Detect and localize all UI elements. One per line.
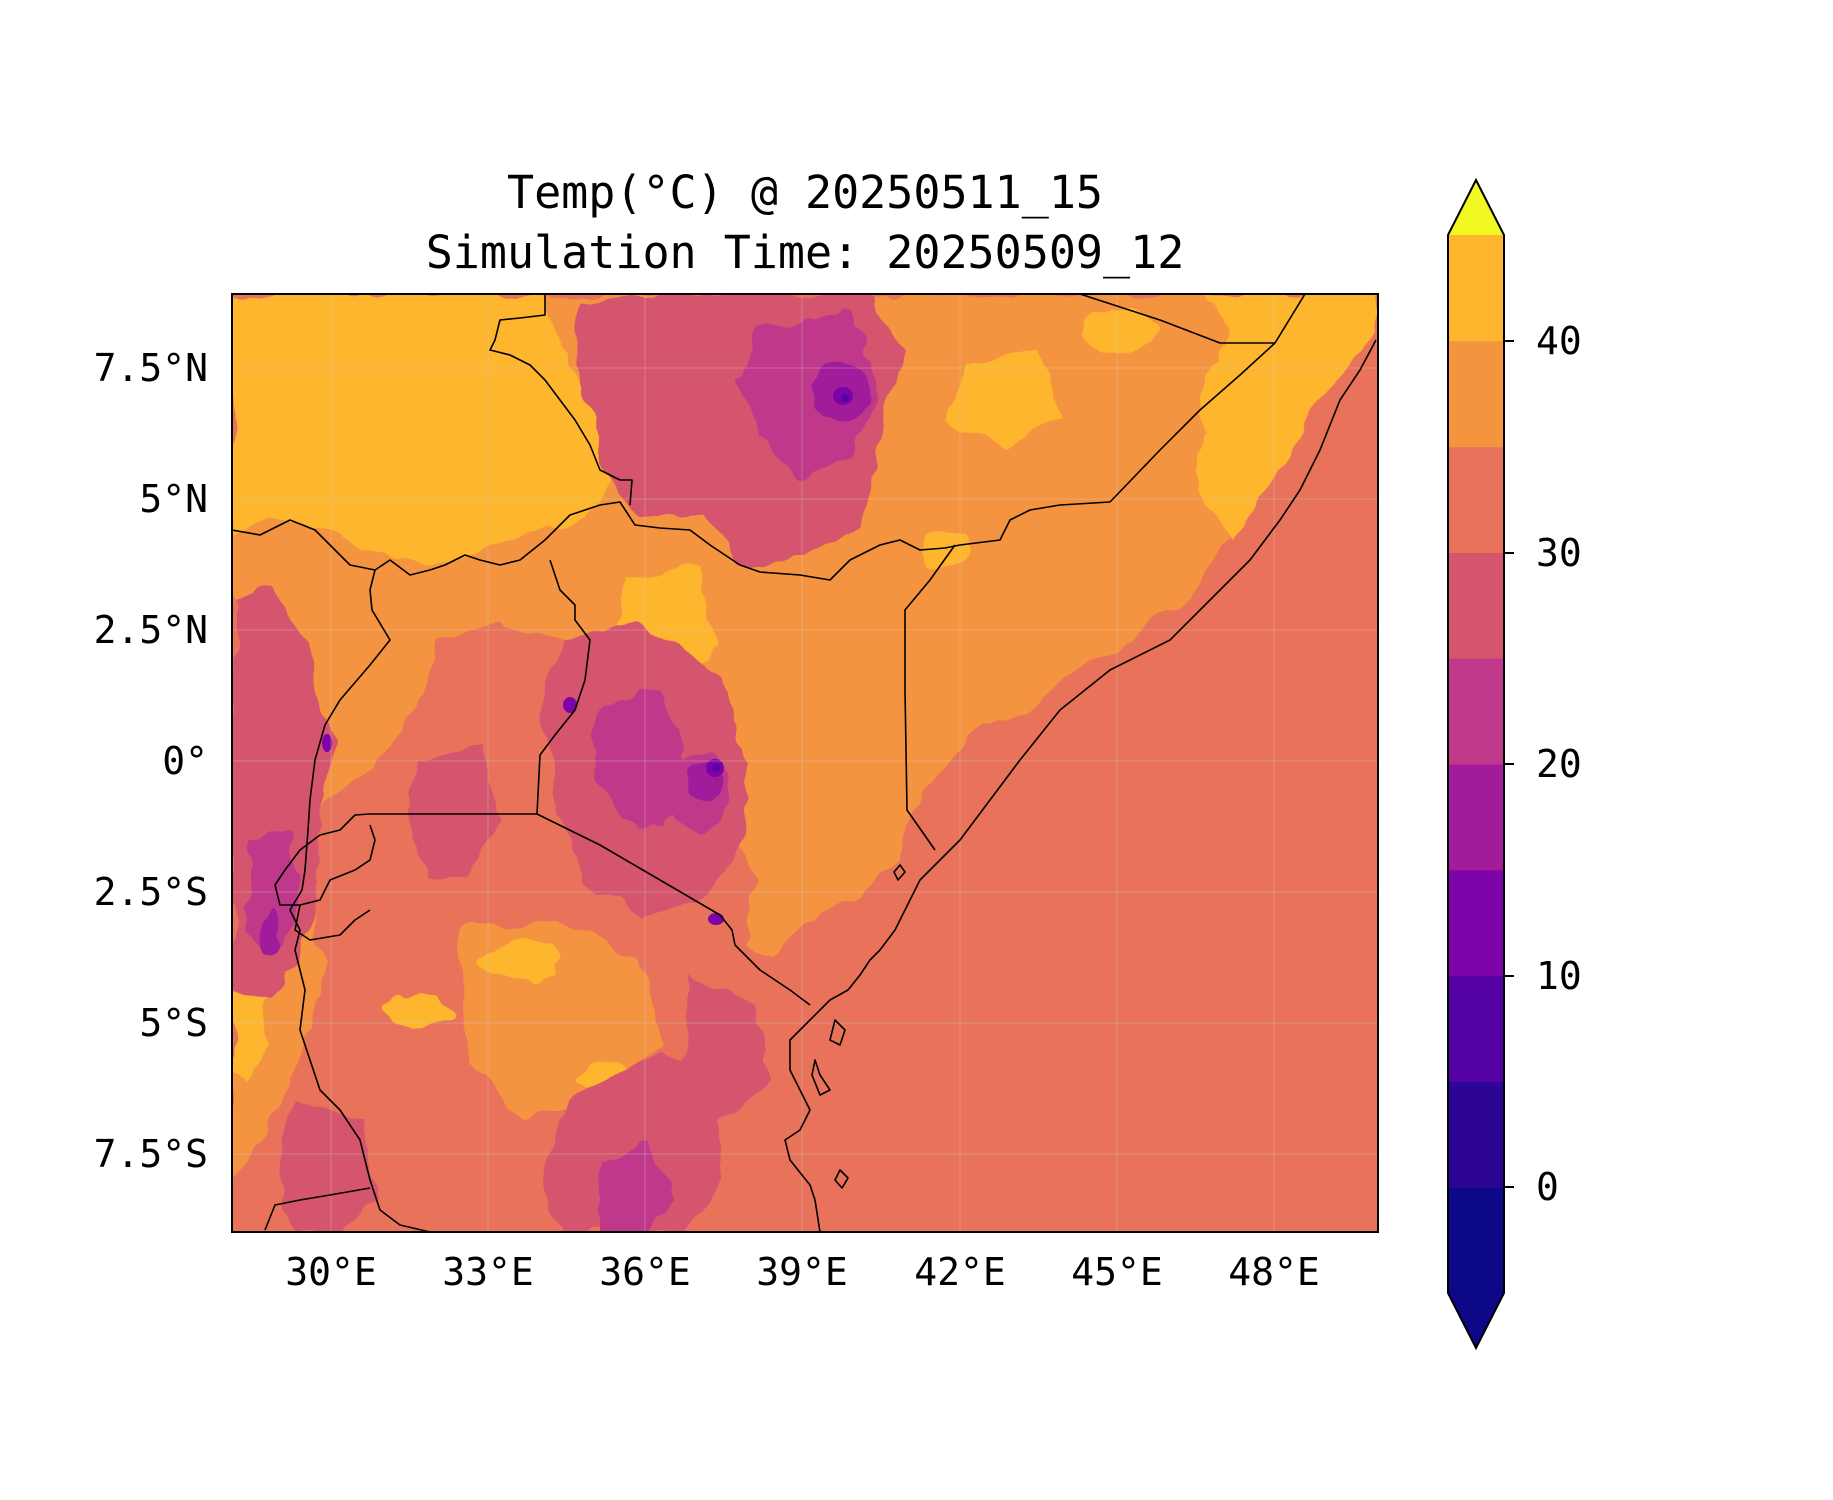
coastline	[784, 339, 1377, 1232]
colorbar-tick-label: 30	[1536, 531, 1582, 575]
colorbar-band	[1448, 446, 1504, 553]
x-tick-label: 33°E	[442, 1250, 534, 1294]
colorbar-band	[1448, 975, 1504, 1082]
colorbar: 40 30 20 10 0	[1447, 177, 1582, 1351]
chart-title-line2: Simulation Time: 20250509_12	[426, 226, 1185, 279]
y-axis: 7.5°N 5°N 2.5°N 0° 2.5°S 5°S 7.5°S	[94, 346, 208, 1176]
temperature-field	[232, 294, 1378, 1232]
map-gridlines	[232, 294, 1378, 1232]
country-borders	[232, 294, 1306, 1232]
colorbar-ticks	[1504, 340, 1514, 1188]
x-axis: 30°E 33°E 36°E 39°E 42°E 45°E 48°E	[285, 1250, 1320, 1294]
colorbar-band	[1448, 658, 1504, 765]
colorbar-bands	[1448, 235, 1504, 1294]
colorbar-tick-label: 0	[1536, 1165, 1559, 1209]
x-tick-label: 45°E	[1071, 1250, 1163, 1294]
colorbar-band	[1448, 552, 1504, 659]
colorbar-band	[1448, 340, 1504, 448]
colorbar-band	[1448, 235, 1504, 342]
y-tick-label: 7.5°N	[94, 346, 208, 390]
y-tick-label: 5°S	[139, 1001, 208, 1045]
x-tick-label: 42°E	[914, 1250, 1006, 1294]
chart-title-line1: Temp(°C) @ 20250511_15	[507, 166, 1103, 219]
colorbar-extend-under	[1448, 1293, 1504, 1348]
colorbar-extend-over	[1448, 180, 1504, 235]
y-tick-label: 2.5°N	[94, 608, 208, 652]
colorbar-band	[1448, 764, 1504, 871]
colorbar-band	[1448, 869, 1504, 977]
map-panel	[232, 294, 1378, 1232]
colorbar-tick-label: 20	[1536, 742, 1582, 786]
y-tick-label: 0°	[162, 739, 208, 783]
map-frame	[231, 293, 1379, 1233]
colorbar-outline	[1447, 177, 1505, 1351]
x-tick-label: 39°E	[756, 1250, 848, 1294]
x-tick-label: 48°E	[1228, 1250, 1320, 1294]
x-tick-label: 36°E	[599, 1250, 691, 1294]
y-tick-label: 2.5°S	[94, 870, 208, 914]
colorbar-band	[1448, 1187, 1504, 1294]
colorbar-tick-label: 10	[1536, 954, 1582, 998]
colorbar-band	[1448, 1081, 1504, 1188]
y-tick-label: 7.5°S	[94, 1132, 208, 1176]
x-tick-label: 30°E	[285, 1250, 377, 1294]
colorbar-tick-label: 40	[1536, 319, 1582, 363]
y-tick-label: 5°N	[139, 477, 208, 521]
